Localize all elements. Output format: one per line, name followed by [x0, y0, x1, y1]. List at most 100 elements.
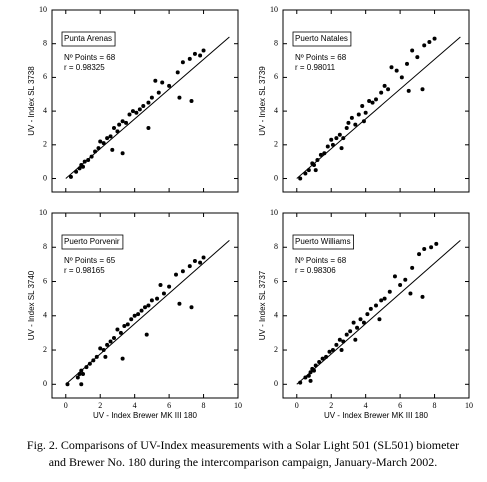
data-point — [356, 112, 361, 117]
data-point — [177, 301, 182, 306]
data-point — [125, 322, 130, 327]
r-label: r = 0.98165 — [64, 266, 105, 275]
location-label: Punta Arenas — [64, 34, 112, 43]
data-point — [79, 368, 84, 373]
data-point — [344, 125, 349, 130]
y-axis-label: UV - Index SL 3739 — [258, 66, 267, 136]
data-point — [410, 265, 415, 270]
data-point — [192, 51, 197, 56]
data-point — [103, 354, 108, 359]
x-tick-label: 10 — [465, 401, 473, 410]
data-point — [427, 40, 432, 45]
data-point — [360, 104, 365, 109]
points-label: Nº Points = 68 — [295, 256, 347, 265]
data-point — [429, 245, 434, 250]
data-point — [101, 348, 106, 353]
data-point — [346, 120, 351, 125]
data-point — [320, 356, 325, 361]
data-point — [398, 282, 403, 287]
data-point — [96, 146, 101, 151]
data-point — [334, 342, 339, 347]
data-point — [144, 332, 149, 337]
data-point — [344, 332, 349, 337]
data-point — [118, 330, 123, 335]
plot-frame — [282, 212, 470, 399]
x-tick-label: 4 — [133, 401, 137, 410]
y-tick-label: 0 — [43, 379, 47, 388]
r-label: r = 0.98011 — [295, 63, 336, 72]
data-point — [374, 303, 378, 308]
data-point — [187, 264, 192, 269]
data-point — [355, 325, 360, 330]
points-label: Nº Points = 68 — [295, 53, 347, 62]
data-point — [132, 313, 137, 318]
data-point — [137, 107, 142, 112]
data-point — [389, 65, 394, 70]
data-point — [177, 95, 182, 100]
data-point — [298, 380, 303, 385]
data-point — [122, 324, 127, 329]
data-point — [84, 365, 89, 370]
data-point — [298, 176, 303, 181]
data-point — [318, 152, 323, 157]
y-tick-label: 8 — [43, 242, 47, 251]
y-tick-label: 6 — [274, 72, 278, 81]
data-point — [325, 144, 330, 149]
location-label: Puerto Williams — [295, 237, 351, 246]
r-label: r = 0.98325 — [64, 63, 105, 72]
data-point — [75, 375, 80, 380]
data-point — [330, 348, 335, 353]
data-point — [387, 289, 392, 294]
data-point — [201, 48, 206, 53]
data-point — [74, 169, 79, 174]
data-point — [167, 284, 172, 289]
data-point — [382, 296, 387, 301]
data-point — [68, 174, 73, 179]
location-box — [61, 31, 116, 47]
data-point — [98, 346, 103, 351]
data-point — [408, 291, 413, 296]
data-point — [153, 78, 158, 83]
data-point — [81, 164, 85, 169]
data-point — [420, 87, 425, 92]
data-point — [337, 132, 342, 137]
data-point — [198, 260, 203, 265]
data-point — [317, 360, 322, 365]
data-point — [124, 120, 129, 125]
data-point — [368, 306, 373, 311]
data-point — [134, 110, 139, 115]
y-tick-label: 2 — [274, 345, 278, 354]
data-point — [422, 43, 427, 48]
data-point — [115, 327, 120, 332]
data-point — [93, 149, 98, 154]
data-point — [115, 129, 120, 134]
data-point — [91, 358, 96, 363]
data-point — [339, 348, 344, 353]
data-point — [141, 104, 146, 109]
data-point — [146, 125, 151, 130]
data-point — [161, 291, 166, 296]
data-point — [327, 349, 332, 354]
data-point — [367, 99, 372, 103]
data-point — [377, 317, 382, 322]
data-point — [370, 100, 375, 105]
y-tick-label: 10 — [270, 208, 278, 217]
x-tick-label: 2 — [98, 401, 102, 410]
data-point — [112, 125, 116, 130]
data-point — [303, 171, 308, 176]
data-point — [415, 55, 420, 60]
data-point — [198, 53, 203, 58]
y-axis-label: UV - Index SL 3737 — [258, 270, 267, 340]
data-point — [65, 382, 70, 387]
plot-frame — [282, 9, 470, 193]
y-tick-label: 4 — [43, 106, 47, 115]
data-point — [363, 110, 368, 115]
data-point — [410, 48, 415, 53]
y-tick-label: 6 — [43, 276, 47, 285]
data-point — [143, 305, 147, 310]
location-box — [61, 234, 124, 250]
data-point — [81, 372, 85, 377]
data-point — [180, 60, 185, 65]
data-point — [361, 119, 366, 124]
data-point — [306, 373, 311, 378]
